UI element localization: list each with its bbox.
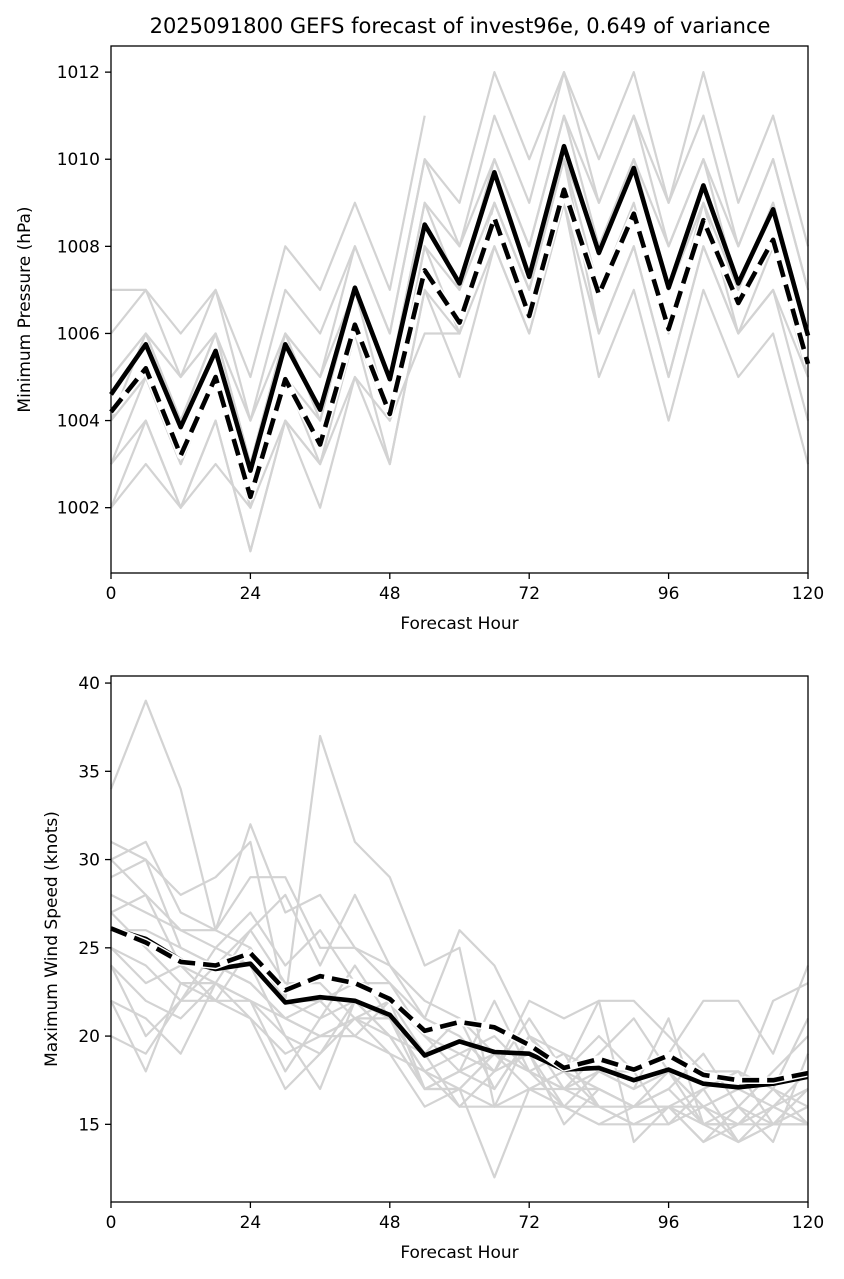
pressure-y-tick-label-5: 1012 <box>57 63 100 83</box>
wind-y-tick-label-4: 35 <box>78 762 100 782</box>
pressure-x-axis-label: Forecast Hour <box>400 614 518 634</box>
pressure-member-9-line <box>109 201 810 553</box>
pressure-x-tick-label-2: 48 <box>379 584 401 604</box>
pressure-ticks: 0 24 48 72 96 120 1002 1004 1006 1008 1010 1012 <box>57 63 824 604</box>
pressure-x-tick-label-5: 120 <box>792 584 824 604</box>
pressure-x-tick-label-4: 96 <box>658 584 680 604</box>
pressure-x-tick-label-0: 0 <box>106 584 117 604</box>
wind-x-tick-label-2: 48 <box>379 1213 401 1233</box>
pressure-member-2-line <box>110 71 810 422</box>
wind-member-14-line <box>110 982 809 1144</box>
wind-member-16-line <box>110 964 808 1126</box>
wind-x-tick-label-0: 0 <box>106 1213 117 1233</box>
wind-x-axis-label: Forecast Hour <box>400 1243 518 1263</box>
wind-plot-frame <box>110 675 809 1203</box>
figure-title: 2025091800 GEFS forecast of invest96e, 0… <box>150 14 771 38</box>
wind-y-axis-label: Maximum Wind Speed (knots) <box>42 811 62 1067</box>
wind-member-2-line <box>110 840 810 1073</box>
wind-y-tick-label-3: 30 <box>78 851 100 871</box>
wind-x-tick-label-4: 96 <box>658 1213 680 1233</box>
wind-chart: 0 24 48 72 96 120 15 20 25 30 35 40 Forecast Hour M… <box>42 674 824 1263</box>
wind-y-tick-label-5: 40 <box>78 674 100 694</box>
pressure-y-tick-label-3: 1008 <box>57 237 100 257</box>
wind-x-tick-label-3: 72 <box>518 1213 540 1233</box>
pressure-y-tick-label-2: 1006 <box>57 324 100 344</box>
wind-member-3-line <box>110 823 809 1091</box>
pressure-plot-frame <box>110 45 809 574</box>
wind-y-tick-label-2: 25 <box>78 939 100 959</box>
pressure-chart: 0 24 48 72 96 120 1002 1004 1006 1008 1010 1012 For… <box>15 45 824 634</box>
pressure-solid-line <box>109 143 811 473</box>
pressure-x-tick-label-3: 72 <box>518 584 540 604</box>
wind-x-tick-label-5: 120 <box>792 1213 824 1233</box>
pressure-y-tick-label-0: 1002 <box>57 499 100 519</box>
wind-series-group <box>109 699 810 1179</box>
pressure-y-tick-label-4: 1010 <box>57 150 100 170</box>
wind-y-tick-label-0: 15 <box>78 1115 100 1135</box>
pressure-x-tick-label-1: 24 <box>240 584 262 604</box>
wind-y-tick-label-1: 20 <box>78 1027 100 1047</box>
pressure-dashed-line <box>109 187 811 500</box>
wind-x-tick-label-1: 24 <box>240 1213 262 1233</box>
pressure-member-1-line <box>111 115 426 379</box>
pressure-member-10-line <box>110 158 810 509</box>
wind-solid-line <box>110 926 809 1090</box>
pressure-y-axis-label: Minimum Pressure (hPa) <box>15 206 35 412</box>
pressure-y-tick-label-1: 1004 <box>57 412 100 432</box>
pressure-series-group <box>108 71 812 553</box>
wind-ticks: 0 24 48 72 96 120 15 20 25 30 35 40 <box>78 674 824 1233</box>
wind-dashed-line-halo <box>109 924 809 1084</box>
